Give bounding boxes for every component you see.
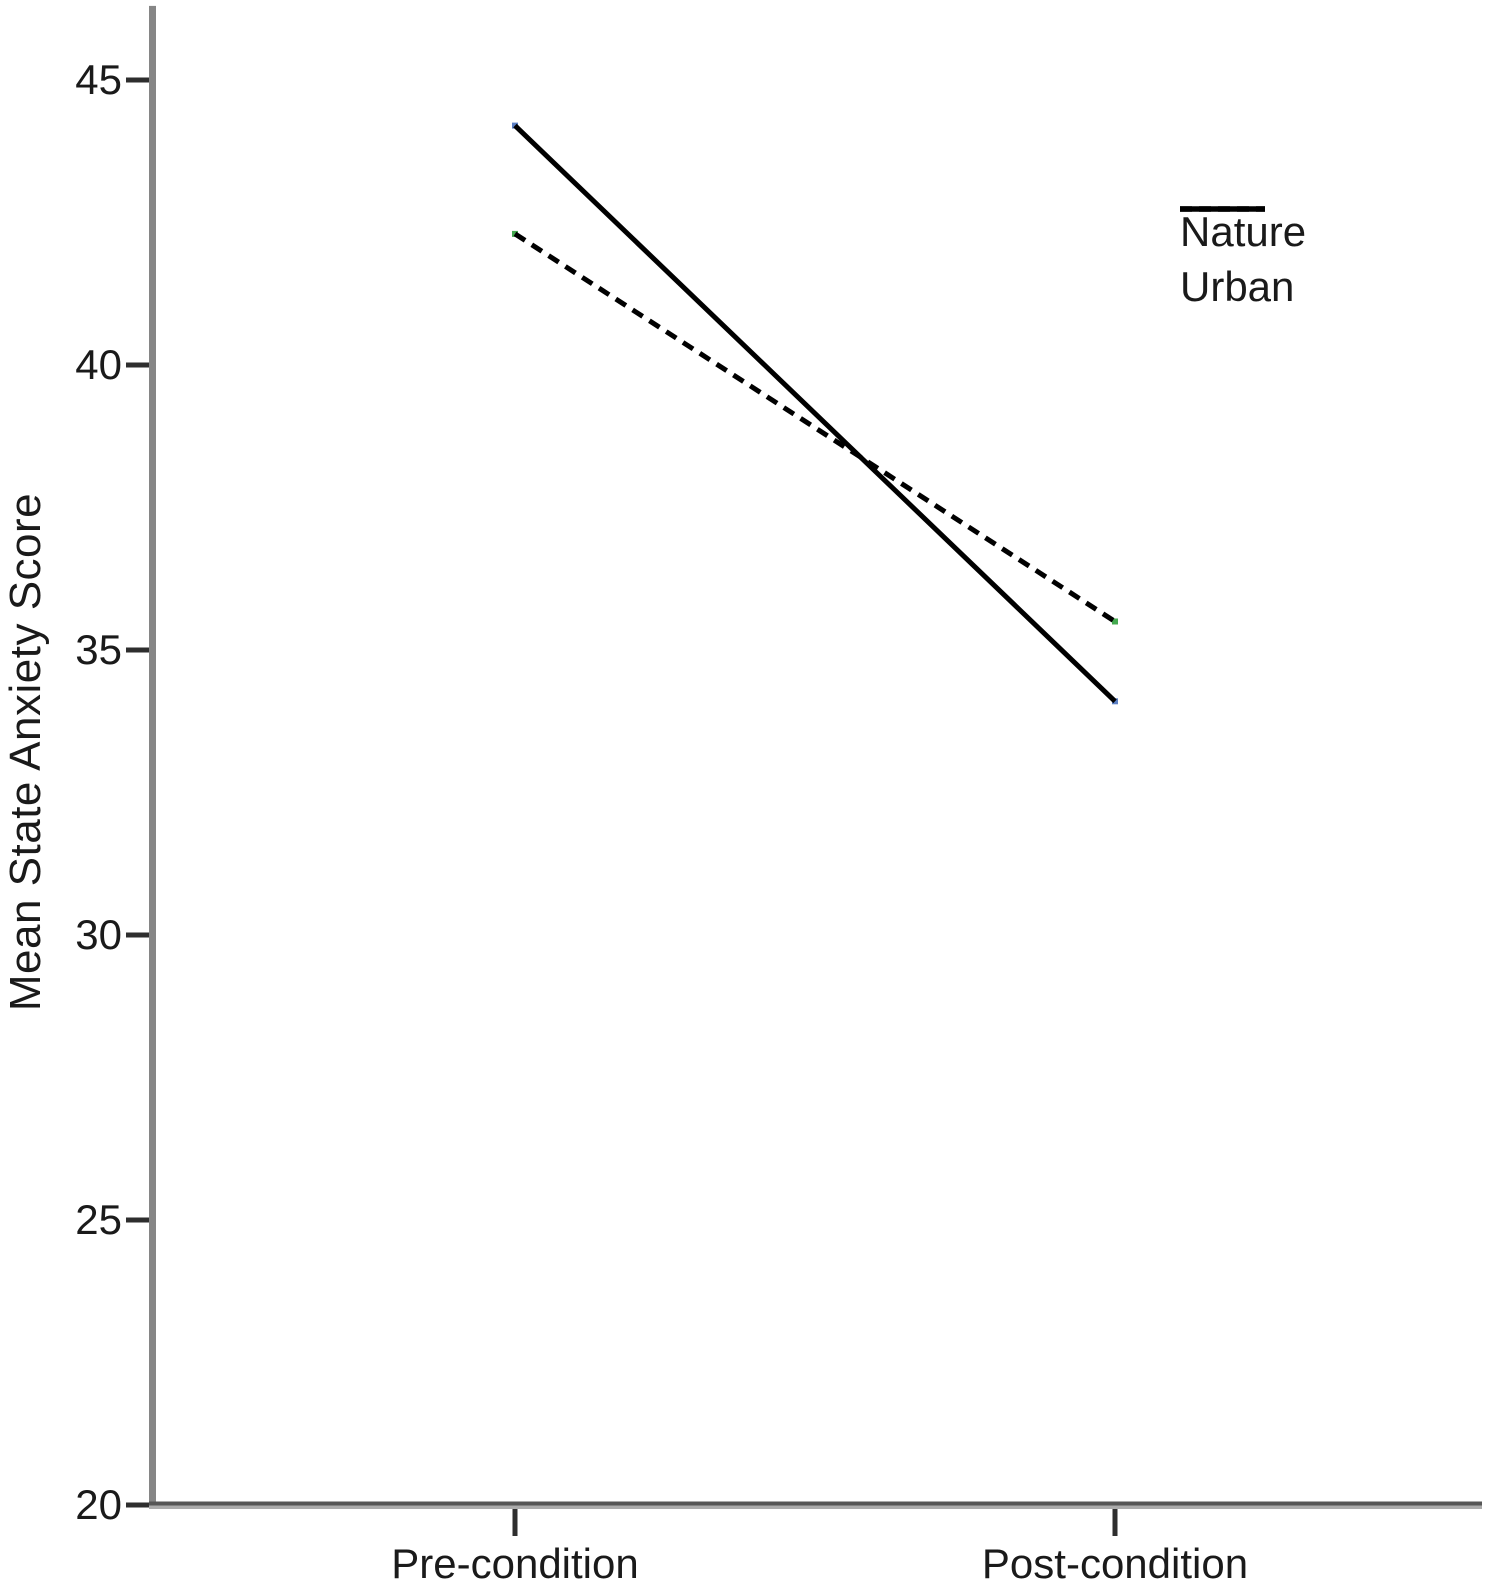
y-tick: [126, 647, 149, 653]
y-tick: [126, 77, 149, 83]
y-tick-label: 45: [75, 56, 122, 103]
y-tick-label: 35: [75, 626, 122, 673]
series-line-urban: [513, 231, 1117, 624]
y-tick: [126, 362, 149, 368]
x-category-label: Pre-condition: [391, 1540, 639, 1587]
legend-dashed-line-swatch: [1180, 206, 1265, 212]
legend-label: Urban: [1180, 262, 1295, 310]
legend-item-urban: Urban: [1180, 206, 1306, 314]
y-tick-label: 25: [75, 1196, 122, 1243]
x-category-label: Post-condition: [981, 1540, 1249, 1587]
series-line-nature: [513, 123, 1117, 704]
endpoint-marker: [1112, 618, 1118, 625]
x-axis-line-shadow: [149, 1505, 1482, 1509]
x-tick: [1112, 1509, 1118, 1536]
y-axis-line: [149, 5, 156, 1509]
legend: Nature Urban: [1180, 204, 1306, 314]
x-tick: [512, 1509, 518, 1536]
y-tick: [126, 932, 149, 938]
y-tick-label: 40: [75, 341, 122, 388]
legend-label: Nature: [1180, 207, 1307, 255]
y-tick-label: 30: [75, 911, 122, 958]
y-tick: [126, 1217, 149, 1223]
y-tick: [126, 1502, 149, 1508]
x-axis-line: [149, 1501, 1482, 1506]
y-tick-label: 20: [75, 1481, 122, 1528]
